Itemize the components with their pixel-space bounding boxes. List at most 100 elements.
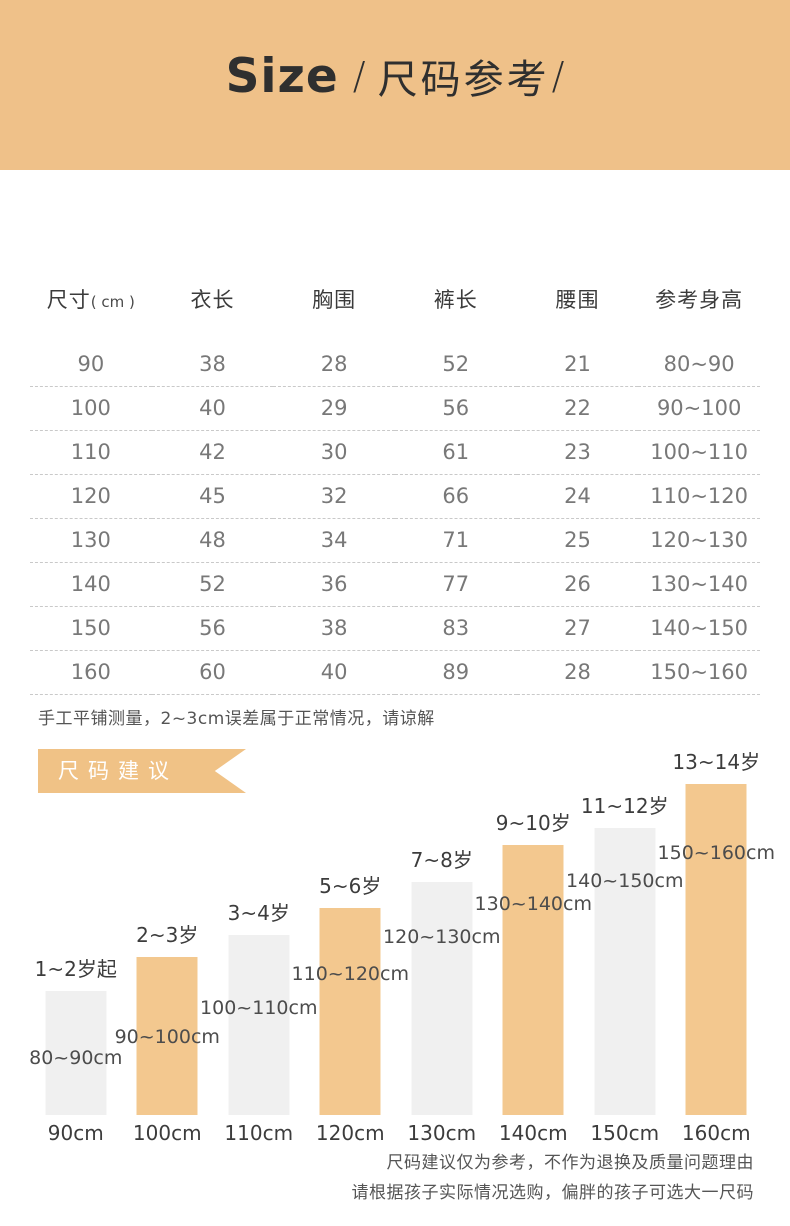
page-title: Size / 尺码参考 / [226, 47, 565, 105]
age-label: 9~10岁 [495, 811, 571, 835]
age-label: 1~2岁起 [34, 957, 117, 981]
size-axis-label: 150cm [590, 1121, 660, 1145]
size-table-cell: 56 [151, 606, 274, 651]
size-table-cell: 22 [516, 386, 639, 431]
height-range-label: 110~120cm [291, 963, 409, 985]
size-table-cell: 21 [516, 342, 639, 387]
height-bar: 120~130cm [383, 882, 500, 1115]
size-table-cell: 89 [394, 650, 517, 695]
chart-column: 9~10岁 130~140cm 140cm [475, 748, 592, 1148]
size-table-cell: 83 [394, 606, 517, 651]
size-table-cell: 28 [516, 650, 639, 695]
size-table-cell: 130~140 [638, 562, 760, 607]
size-table-cell: 90~100 [638, 386, 760, 431]
disclaimer-line-1: 尺码建议仅为参考，不作为退换及质量问题理由 [386, 1153, 754, 1173]
height-range-label: 90~100cm [114, 1026, 220, 1048]
chart-column: 5~6岁 110~120cm 120cm [292, 748, 409, 1148]
size-table-cell: 28 [273, 342, 395, 387]
banner: Size / 尺码参考 / [0, 0, 790, 170]
size-table-header-cell: 尺寸( cm ) [30, 278, 152, 342]
size-table-row: 160 60 40 89 28 150~160 [30, 650, 760, 695]
age-label: 11~12岁 [580, 794, 669, 818]
disclaimer: 尺码建议仅为参考，不作为退换及质量问题理由 请根据孩子实际情况选购，偏胖的孩子可… [352, 1148, 755, 1208]
size-table-header-cell: 腰围 [517, 278, 639, 342]
size-table-row: 120 45 32 66 24 110~120 [30, 474, 760, 519]
age-label: 5~6岁 [319, 874, 382, 898]
height-range-label: 100~110cm [200, 997, 318, 1019]
size-axis-label: 160cm [681, 1121, 751, 1145]
header-label: 参考身高 [655, 288, 744, 312]
height-bar: 150~160cm [658, 784, 775, 1115]
size-table-cell: 26 [516, 562, 639, 607]
height-range-label: 120~130cm [383, 926, 501, 948]
size-table-cell: 48 [151, 518, 274, 563]
measurement-note: 手工平铺测量，2~3cm误差属于正常情况，请谅解 [38, 708, 435, 729]
badge-label: 尺码建议 [58, 759, 178, 783]
size-axis-label: 100cm [132, 1121, 202, 1145]
title-end-slash: / [551, 54, 565, 98]
size-table-header-row: 尺寸( cm ) 衣长 胸围 裤长 腰围 参考身高 [30, 278, 760, 342]
size-table-cell: 25 [516, 518, 639, 563]
size-table-cell: 71 [394, 518, 517, 563]
size-table-cell: 38 [273, 606, 395, 651]
size-table-cell: 77 [394, 562, 517, 607]
size-table-cell: 40 [273, 650, 395, 695]
chart-column: 13~14岁 150~160cm 160cm [658, 748, 775, 1148]
chart-column: 3~4岁 100~110cm 110cm [200, 748, 317, 1148]
size-table-cell: 140 [30, 562, 152, 607]
header-label: 尺寸 [46, 288, 91, 312]
title-separator: / [352, 54, 366, 98]
size-table-cell: 27 [516, 606, 639, 651]
title-english: Size [225, 48, 339, 104]
size-axis-label: 130cm [407, 1121, 477, 1145]
age-label: 3~4岁 [227, 901, 290, 925]
size-table-cell: 66 [394, 474, 517, 519]
height-bar: 80~90cm [29, 991, 122, 1115]
chart-column: 1~2岁起 80~90cm 90cm [29, 748, 122, 1148]
size-table-cell: 40 [151, 386, 274, 431]
size-table-cell: 56 [394, 386, 517, 431]
size-table-row: 90 38 28 52 21 80~90 [30, 342, 760, 387]
chart-column: 7~8岁 120~130cm 130cm [383, 748, 500, 1148]
height-bar: 90~100cm [115, 957, 220, 1115]
size-table-cell: 36 [273, 562, 395, 607]
header-label: 衣长 [190, 288, 235, 312]
size-table-cell: 160 [30, 650, 152, 695]
size-table-cell: 140~150 [638, 606, 760, 651]
height-range-label: 150~160cm [657, 842, 775, 864]
height-bar: 130~140cm [475, 845, 592, 1115]
size-table-cell: 100 [30, 386, 152, 431]
size-table-row: 130 48 34 71 25 120~130 [30, 518, 760, 563]
size-suggestion-badge: 尺码建议 [38, 749, 246, 793]
size-table-cell: 130 [30, 518, 152, 563]
size-table-cell: 38 [151, 342, 274, 387]
age-label: 13~14岁 [672, 750, 761, 774]
size-table-header-cell: 参考身高 [638, 278, 760, 342]
size-table-row: 100 40 29 56 22 90~100 [30, 386, 760, 431]
size-table-cell: 110 [30, 430, 152, 475]
size-table-cell: 60 [151, 650, 274, 695]
header-label: 裤长 [433, 288, 478, 312]
size-table-cell: 45 [151, 474, 274, 519]
age-label: 7~8岁 [410, 848, 473, 872]
size-table-cell: 30 [273, 430, 395, 475]
size-table-cell: 80~90 [638, 342, 760, 387]
size-suggestion-chart: 1~2岁起 80~90cm 90cm 2~3岁 90~100cm 100cm 3… [29, 748, 775, 1148]
chart-column: 2~3岁 90~100cm 100cm [115, 748, 220, 1148]
size-axis-label: 140cm [498, 1121, 568, 1145]
size-table-cell: 61 [394, 430, 517, 475]
size-table-cell: 29 [273, 386, 395, 431]
size-table-section: 尺寸( cm ) 衣长 胸围 裤长 腰围 参考身高 90 38 28 52 21… [30, 278, 760, 729]
height-range-label: 130~140cm [474, 893, 592, 915]
size-axis-label: 120cm [315, 1121, 385, 1145]
size-axis-label: 90cm [47, 1121, 104, 1145]
size-axis-label: 110cm [224, 1121, 294, 1145]
header-unit: ( cm ) [90, 293, 135, 311]
size-table-cell: 110~120 [638, 474, 760, 519]
size-table-cell: 52 [151, 562, 274, 607]
size-table-cell: 32 [273, 474, 395, 519]
size-table-row: 150 56 38 83 27 140~150 [30, 606, 760, 651]
size-table-cell: 23 [516, 430, 639, 475]
height-range-label: 140~150cm [566, 870, 684, 892]
